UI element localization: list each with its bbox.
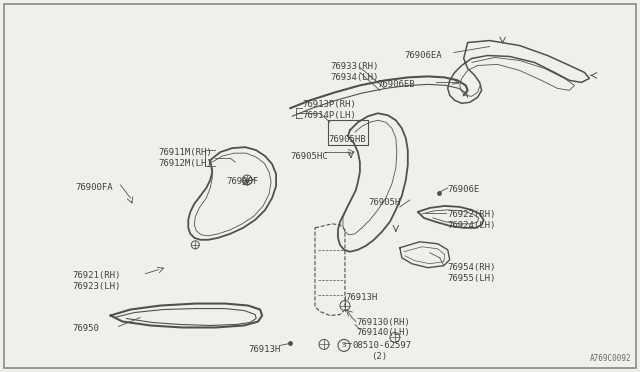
Text: (2): (2) bbox=[371, 352, 387, 361]
Text: 769140(LH): 769140(LH) bbox=[356, 328, 410, 337]
Text: 76914P(LH): 76914P(LH) bbox=[302, 111, 356, 120]
Text: 76922(RH): 76922(RH) bbox=[448, 210, 496, 219]
Text: 76933(RH): 76933(RH) bbox=[330, 62, 378, 71]
Text: A769C0092: A769C0092 bbox=[589, 355, 631, 363]
Text: 76900F: 76900F bbox=[226, 177, 259, 186]
Text: S: S bbox=[342, 342, 346, 349]
Text: 76900FA: 76900FA bbox=[76, 183, 113, 192]
Text: 76912M(LH): 76912M(LH) bbox=[158, 159, 212, 168]
Text: 76950: 76950 bbox=[72, 324, 99, 333]
Text: 76923(LH): 76923(LH) bbox=[72, 282, 121, 291]
Text: 76913P(RH): 76913P(RH) bbox=[302, 100, 356, 109]
Text: 76905HB: 76905HB bbox=[328, 135, 365, 144]
Text: 76955(LH): 76955(LH) bbox=[448, 274, 496, 283]
Text: 76905H: 76905H bbox=[368, 198, 400, 207]
Text: 76954(RH): 76954(RH) bbox=[448, 263, 496, 272]
Text: 76906E: 76906E bbox=[448, 185, 480, 194]
Text: 08510-62597: 08510-62597 bbox=[352, 341, 411, 350]
Text: 769130(RH): 769130(RH) bbox=[356, 318, 410, 327]
Text: 76906EB: 76906EB bbox=[378, 80, 415, 89]
Text: 76921(RH): 76921(RH) bbox=[72, 271, 121, 280]
Text: 76906EA: 76906EA bbox=[405, 51, 442, 60]
Text: 76911M(RH): 76911M(RH) bbox=[158, 148, 212, 157]
Text: 76913H: 76913H bbox=[345, 293, 377, 302]
Text: 76913H: 76913H bbox=[248, 346, 280, 355]
Text: 76934(LH): 76934(LH) bbox=[330, 73, 378, 83]
Text: 76924(LH): 76924(LH) bbox=[448, 221, 496, 230]
Text: 76905HC: 76905HC bbox=[290, 152, 328, 161]
